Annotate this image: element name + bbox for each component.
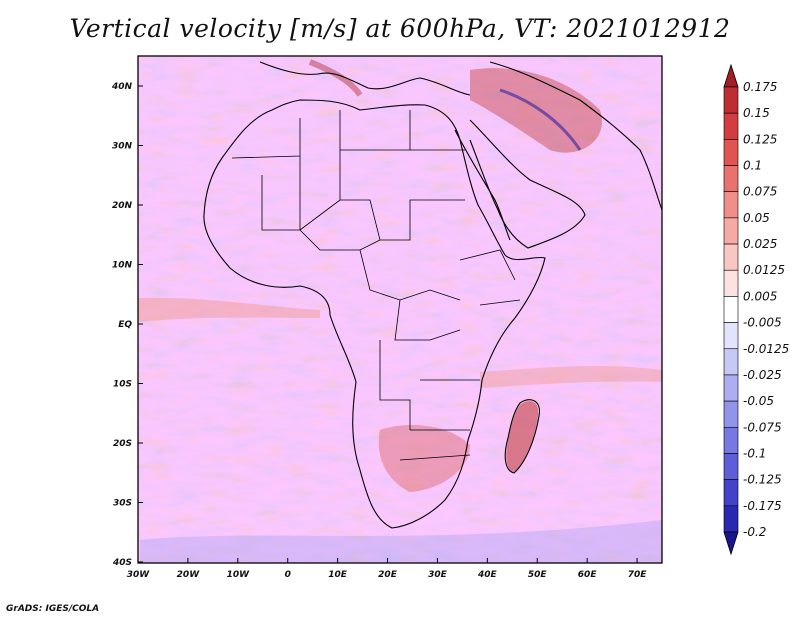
velocity-field — [138, 56, 662, 563]
colorbar-swatch — [723, 505, 739, 533]
lat-label: 20N — [112, 201, 133, 211]
lon-label: 40E — [477, 570, 498, 580]
colorbar-label: -0.0125 — [743, 342, 789, 356]
colorbar-label: -0.025 — [743, 368, 782, 382]
colorbar-label: -0.075 — [743, 420, 782, 434]
lon-label: 0 — [285, 570, 291, 580]
credit-text: GrADS: IGES/COLA — [6, 604, 100, 614]
colorbar-swatch — [723, 217, 739, 245]
colorbar-label: 0.05 — [743, 211, 770, 225]
colorbar-label: 0.125 — [743, 132, 777, 146]
lon-label: 70E — [628, 570, 648, 580]
colorbar-label: 0.075 — [743, 185, 777, 199]
country-borders — [231, 110, 521, 461]
lon-label: 50E — [528, 570, 548, 580]
colorbar-label: 0.025 — [743, 237, 777, 251]
lon-label: 60E — [578, 570, 598, 580]
lat-label: 40N — [111, 82, 133, 92]
lat-label: EQ — [118, 320, 132, 330]
colorbar-swatch — [723, 139, 739, 166]
colorbar-swatch — [723, 296, 739, 323]
lat-label: 10S — [113, 380, 132, 390]
map-frame — [137, 55, 663, 564]
colorbar-swatch — [723, 243, 739, 271]
colorbar-label: -0.2 — [743, 525, 766, 539]
colorbar-swatch — [723, 86, 739, 114]
colorbar-label: -0.125 — [743, 473, 782, 487]
colorbar-swatch — [723, 374, 739, 402]
lon-label: 10E — [328, 570, 348, 580]
colorbar-swatch — [723, 112, 739, 140]
colorbar: 0.175 0.15 0.125 0.1 0.075 0.05 0.025 0.0125 0.0… — [723, 63, 789, 556]
latitude-axis: 40N 30N 20N 10N EQ 10S 20S 30S 40S — [111, 82, 143, 568]
colorbar-swatch — [723, 269, 739, 297]
longitude-axis: 30W 20W 10W 0 10E 20E 30E 40E 50E 60E 70E — [127, 558, 647, 580]
colorbar-swatch — [723, 479, 739, 507]
colorbar-label: -0.005 — [743, 316, 782, 330]
chart-title: Vertical velocity [m/s] at 600hPa, VT: 2… — [69, 14, 731, 43]
lat-label: 10N — [112, 261, 133, 271]
colorbar-label: -0.175 — [743, 499, 782, 513]
colorbar-swatch — [723, 191, 739, 219]
lat-label: 20S — [113, 439, 132, 449]
coastlines — [203, 61, 662, 529]
lat-label: 30S — [113, 499, 132, 509]
lat-label: 40S — [112, 558, 132, 568]
lon-label: 20E — [378, 570, 398, 580]
colorbar-label: 0.0125 — [743, 263, 785, 277]
colorbar-label: -0.05 — [743, 394, 774, 408]
colorbar-swatch — [723, 426, 739, 454]
lon-label: 20W — [177, 570, 201, 580]
colorbar-top-arrow — [723, 63, 739, 88]
colorbar-label: 0.1 — [743, 159, 762, 173]
lon-label: 30E — [428, 570, 448, 580]
colorbar-swatch — [723, 348, 739, 376]
colorbar-label: 0.175 — [743, 80, 777, 94]
colorbar-swatch — [723, 322, 739, 350]
colorbar-swatch — [723, 165, 739, 193]
lon-label: 10W — [227, 570, 251, 580]
colorbar-label: -0.1 — [743, 446, 766, 460]
colorbar-swatch — [723, 400, 739, 428]
colorbar-label: 0.15 — [743, 106, 770, 120]
colorbar-label: 0.005 — [743, 289, 777, 303]
colorbar-bottom-arrow — [723, 531, 739, 556]
colorbar-swatch — [723, 453, 739, 480]
lon-label: 30W — [127, 570, 151, 580]
lat-label: 30N — [112, 142, 133, 152]
